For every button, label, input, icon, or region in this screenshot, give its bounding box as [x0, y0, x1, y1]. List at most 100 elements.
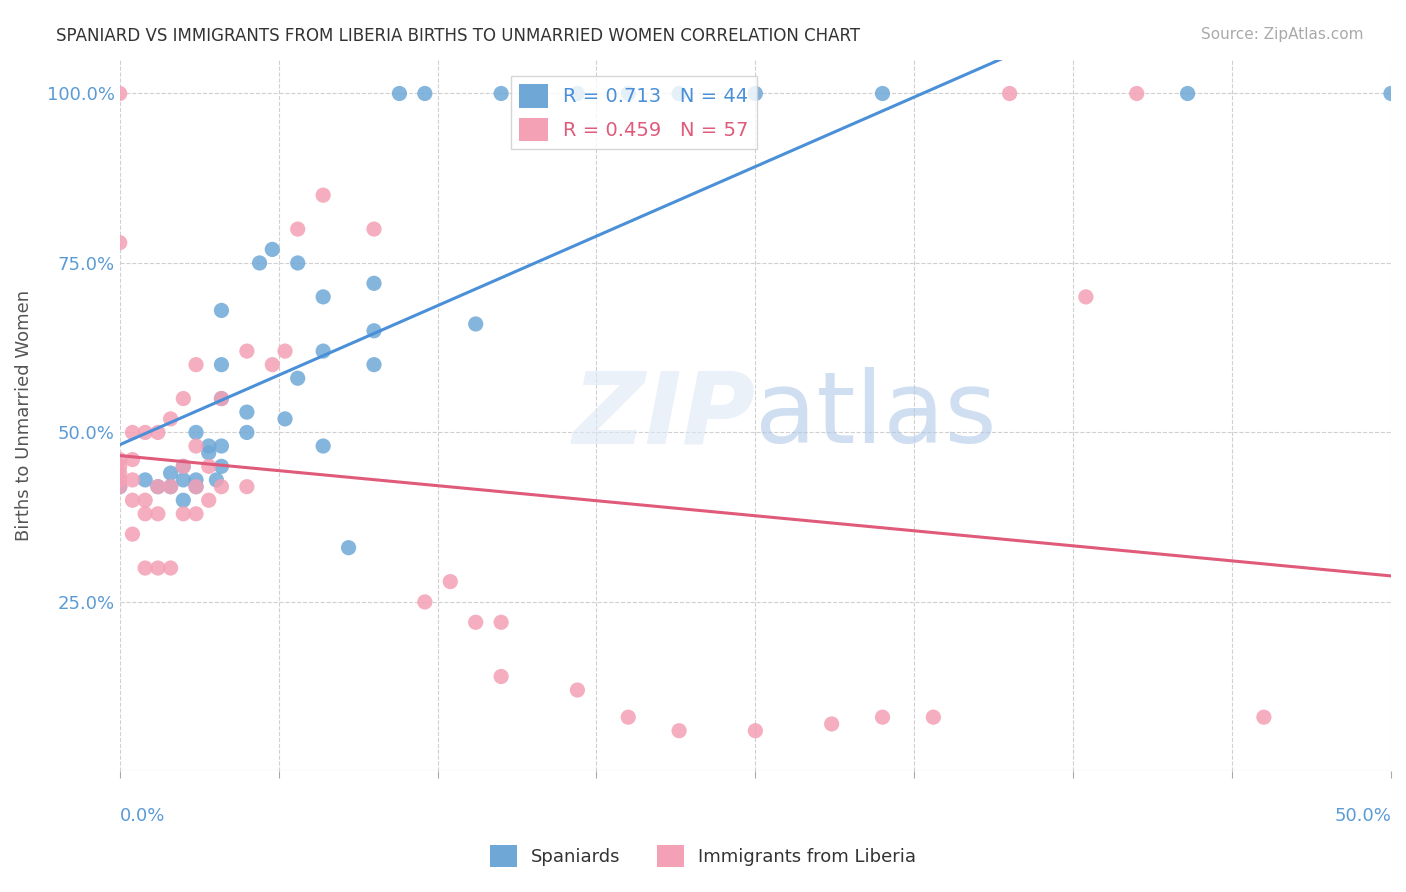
Text: 0.0%: 0.0%	[120, 807, 165, 825]
Point	[172, 473, 194, 487]
Point	[108, 452, 131, 467]
Point	[197, 439, 219, 453]
Point	[363, 324, 385, 338]
Point	[489, 87, 512, 101]
Point	[172, 459, 194, 474]
Point	[121, 452, 143, 467]
Point	[108, 480, 131, 494]
Point	[312, 344, 335, 359]
Point	[184, 425, 207, 440]
Point	[184, 473, 207, 487]
Point	[172, 493, 194, 508]
Point	[211, 392, 233, 406]
Point	[197, 446, 219, 460]
Point	[413, 87, 436, 101]
Point	[1074, 290, 1097, 304]
Point	[744, 723, 766, 738]
Point	[236, 425, 259, 440]
Point	[464, 317, 486, 331]
Point	[197, 459, 219, 474]
Point	[159, 480, 181, 494]
Text: atlas: atlas	[755, 367, 997, 464]
Point	[287, 371, 309, 385]
Point	[121, 527, 143, 541]
Point	[108, 235, 131, 250]
Point	[287, 256, 309, 270]
Point	[744, 87, 766, 101]
Point	[172, 459, 194, 474]
Point	[236, 344, 259, 359]
Point	[211, 480, 233, 494]
Point	[872, 87, 894, 101]
Point	[108, 459, 131, 474]
Point	[108, 466, 131, 480]
Point	[821, 717, 844, 731]
Point	[172, 507, 194, 521]
Point	[159, 561, 181, 575]
Point	[413, 595, 436, 609]
Point	[121, 425, 143, 440]
Point	[121, 473, 143, 487]
Point	[274, 344, 297, 359]
Point	[337, 541, 360, 555]
Point	[274, 412, 297, 426]
Point	[617, 710, 640, 724]
Y-axis label: Births to Unmarried Women: Births to Unmarried Women	[15, 290, 32, 541]
Point	[184, 480, 207, 494]
Point	[262, 358, 284, 372]
Point	[211, 303, 233, 318]
Point	[108, 480, 131, 494]
Point	[668, 723, 690, 738]
Point	[134, 473, 156, 487]
Point	[211, 392, 233, 406]
Point	[567, 87, 589, 101]
Point	[108, 473, 131, 487]
Point	[205, 473, 228, 487]
Point	[312, 188, 335, 202]
Point	[159, 480, 181, 494]
Point	[184, 439, 207, 453]
Point	[197, 493, 219, 508]
Point	[249, 256, 271, 270]
Point	[134, 507, 156, 521]
Point	[439, 574, 461, 589]
Point	[211, 358, 233, 372]
Point	[388, 87, 411, 101]
Text: SPANIARD VS IMMIGRANTS FROM LIBERIA BIRTHS TO UNMARRIED WOMEN CORRELATION CHART: SPANIARD VS IMMIGRANTS FROM LIBERIA BIRT…	[56, 27, 860, 45]
Point	[567, 683, 589, 698]
Point	[121, 493, 143, 508]
Legend: Spaniards, Immigrants from Liberia: Spaniards, Immigrants from Liberia	[482, 838, 924, 874]
Point	[184, 507, 207, 521]
Point	[159, 466, 181, 480]
Point	[146, 425, 169, 440]
Point	[312, 439, 335, 453]
Point	[617, 87, 640, 101]
Point	[159, 412, 181, 426]
Text: Source: ZipAtlas.com: Source: ZipAtlas.com	[1201, 27, 1364, 42]
Legend: R = 0.713   N = 44, R = 0.459   N = 57: R = 0.713 N = 44, R = 0.459 N = 57	[510, 77, 756, 149]
Point	[146, 480, 169, 494]
Point	[146, 480, 169, 494]
Point	[668, 87, 690, 101]
Point	[134, 493, 156, 508]
Point	[489, 615, 512, 630]
Point	[287, 222, 309, 236]
Point	[363, 277, 385, 291]
Text: ZIP: ZIP	[572, 367, 755, 464]
Point	[108, 87, 131, 101]
Point	[1253, 710, 1275, 724]
Point	[262, 243, 284, 257]
Point	[1125, 87, 1147, 101]
Point	[236, 405, 259, 419]
Point	[211, 459, 233, 474]
Point	[134, 425, 156, 440]
Point	[872, 710, 894, 724]
Point	[1177, 87, 1199, 101]
Point	[236, 480, 259, 494]
Point	[211, 439, 233, 453]
Point	[172, 392, 194, 406]
Point	[363, 222, 385, 236]
Point	[184, 358, 207, 372]
Point	[489, 669, 512, 683]
Point	[146, 507, 169, 521]
